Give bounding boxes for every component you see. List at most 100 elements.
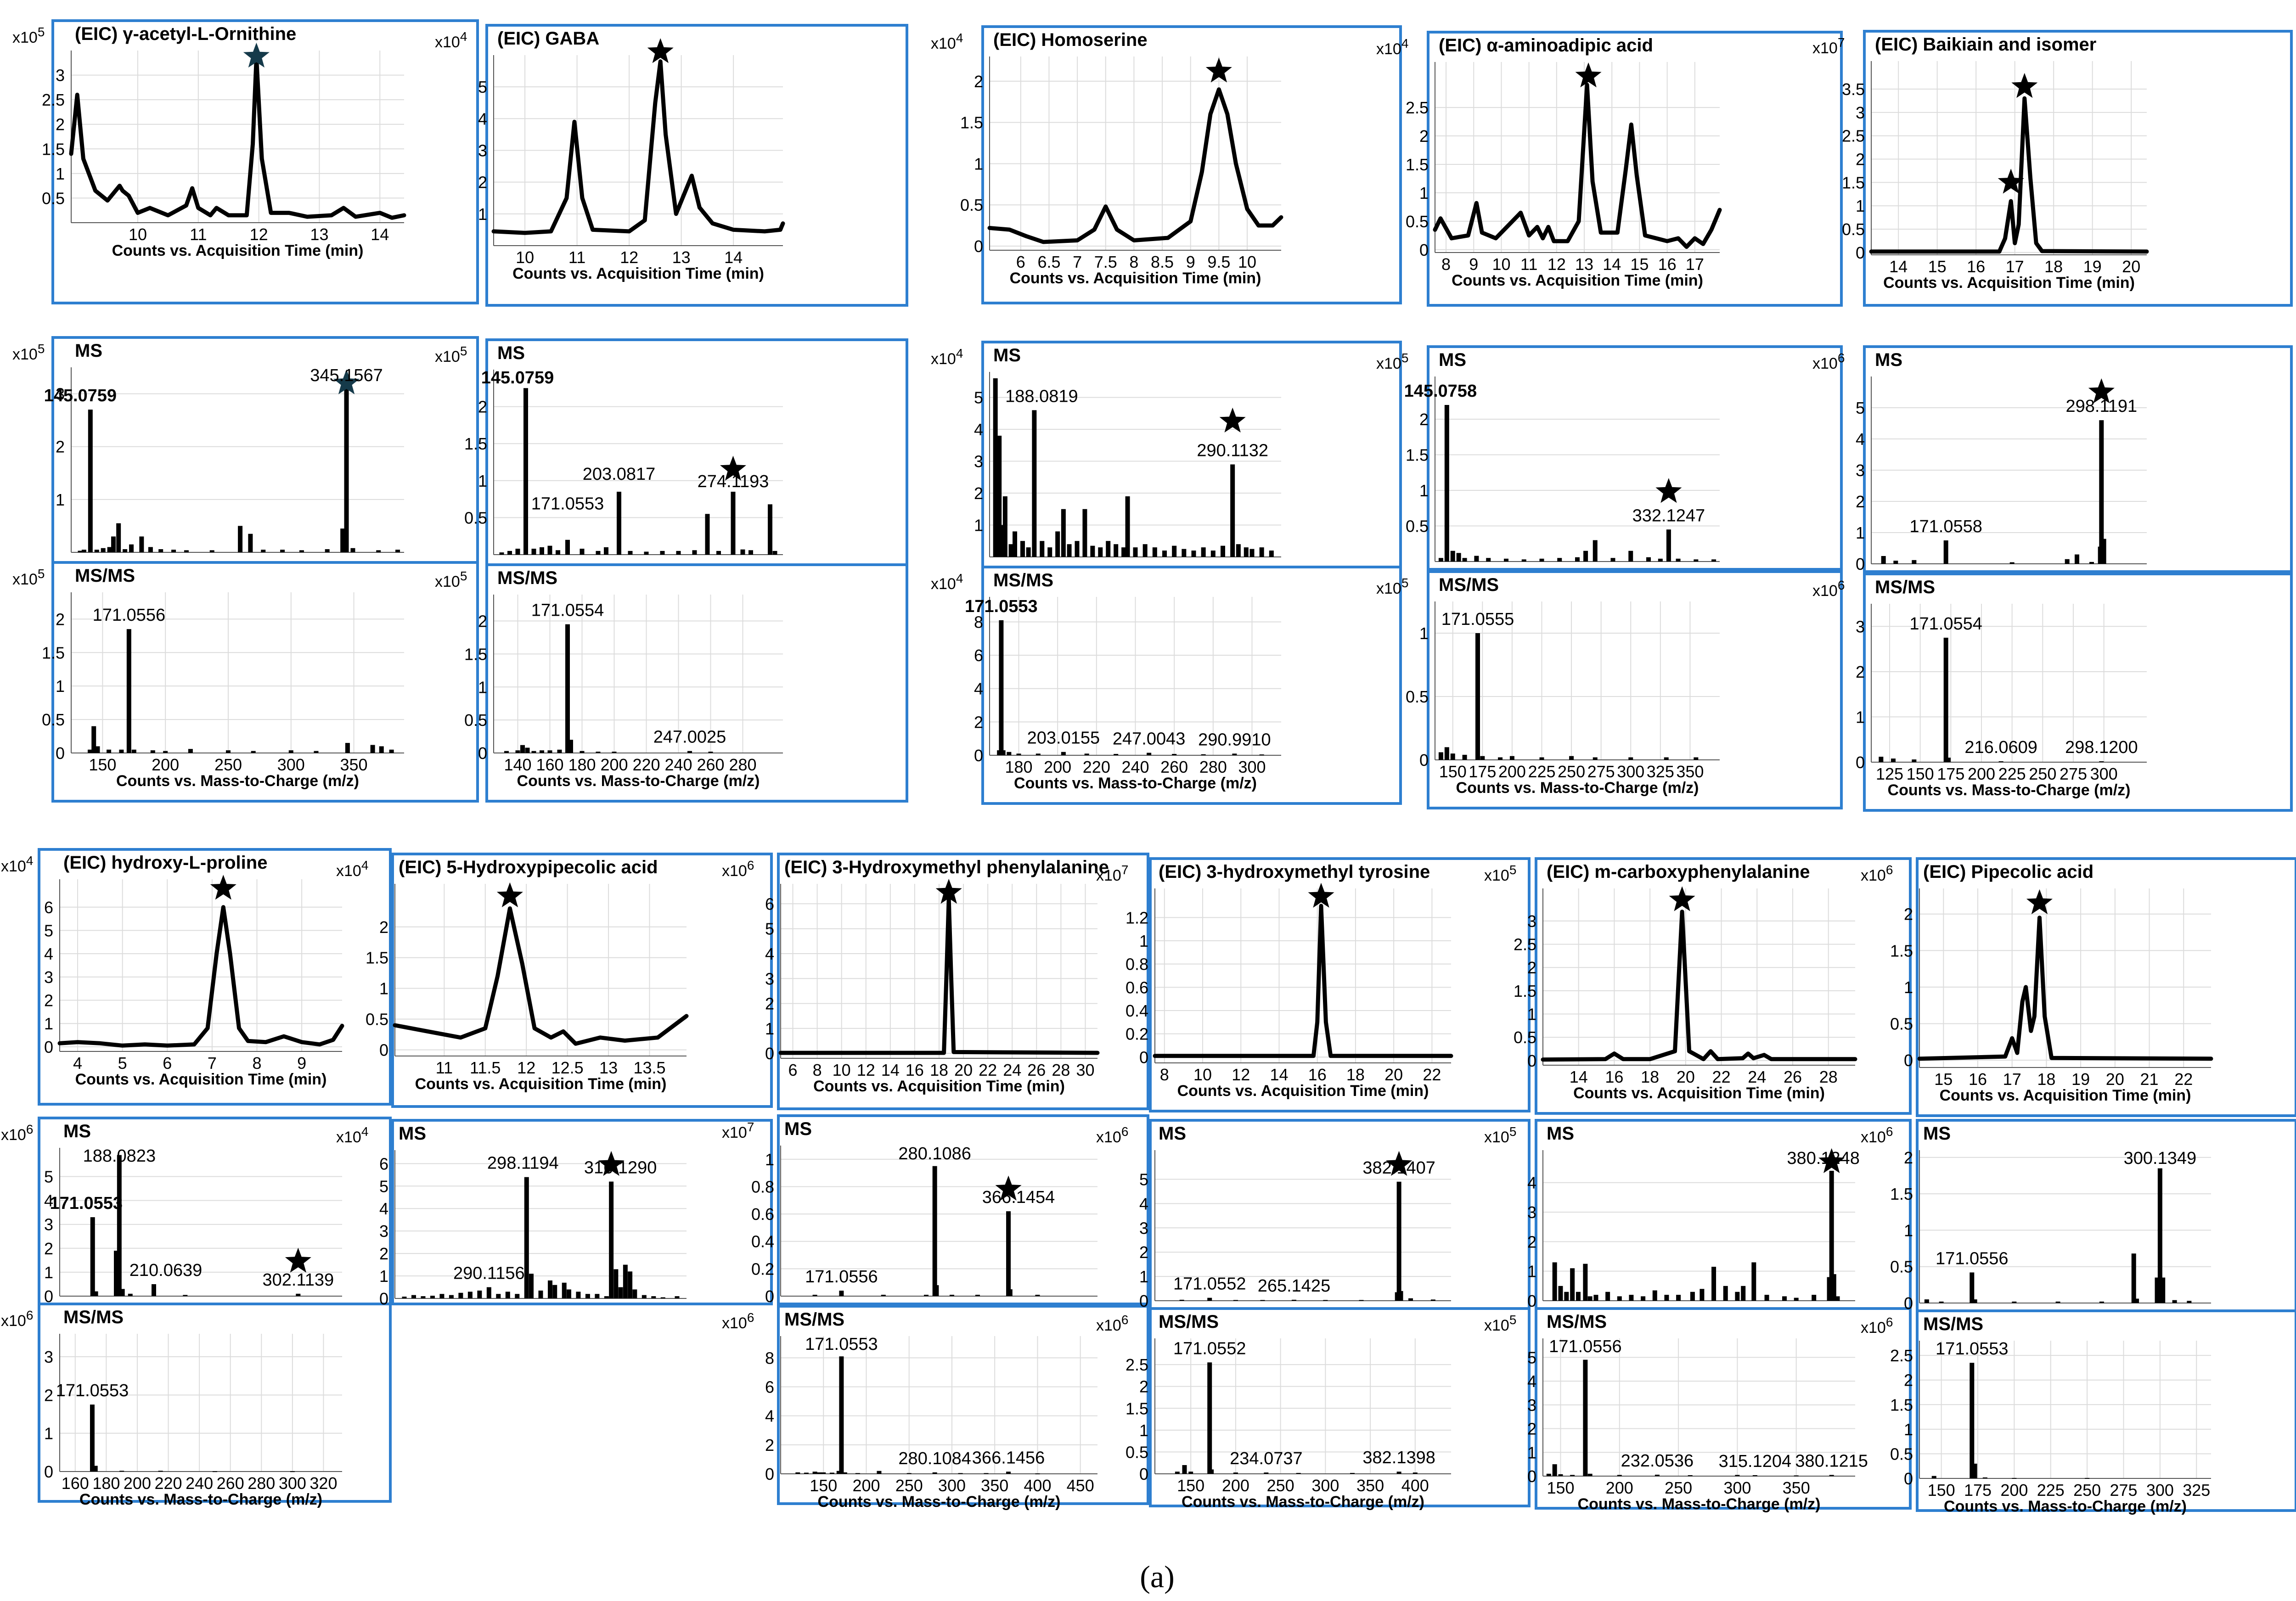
spectrum-peak bbox=[595, 1294, 600, 1298]
peak-mz-label: 380.1215 bbox=[1795, 1451, 1868, 1471]
x-axis-title: Counts vs. Mass-to-Charge (m/z) bbox=[116, 772, 359, 790]
spectrum-peak bbox=[651, 1296, 656, 1298]
chart-p5_eic: (EIC) Baikiain and isomer x107 0 0.5 1 1.5 2 2.… bbox=[1812, 34, 2149, 292]
x-tick-label: 300 bbox=[279, 1474, 306, 1493]
spectrum-peak bbox=[1504, 558, 1508, 562]
chart-title: (EIC) 5-Hydroxypipecolic acid bbox=[399, 857, 658, 877]
chart-title: MS/MS bbox=[497, 568, 557, 588]
spectrum-peak bbox=[2089, 562, 2094, 564]
x-tick-label: 28 bbox=[1052, 1061, 1070, 1079]
x-tick-label: 175 bbox=[1469, 762, 1496, 781]
spectrum-peak bbox=[1794, 1298, 1799, 1301]
spectrum-peak bbox=[290, 1471, 295, 1472]
x-tick-label: 9 bbox=[297, 1054, 306, 1073]
y-tick-label: 1 bbox=[1419, 184, 1429, 202]
spectrum-peak bbox=[997, 435, 1002, 557]
x-tick-label: 260 bbox=[697, 755, 724, 774]
x-tick-label: 450 bbox=[1067, 1476, 1094, 1495]
spectrum-peak bbox=[1055, 531, 1060, 557]
y-tick-label: 2 bbox=[1419, 410, 1429, 429]
exponent-value: 5 bbox=[460, 344, 467, 358]
spectrum-peak bbox=[188, 749, 193, 753]
y-tick-label: 0 bbox=[765, 1044, 774, 1063]
spectrum-peak bbox=[748, 550, 753, 555]
spectrum-peak bbox=[804, 1472, 809, 1474]
y-tick-label: 0 bbox=[1527, 1051, 1536, 1070]
spectrum-peak bbox=[150, 750, 155, 753]
spectrum-peak bbox=[676, 551, 681, 555]
spectrum-peak bbox=[881, 1295, 886, 1296]
spectrum-peak bbox=[612, 752, 617, 753]
spectrum-peak bbox=[932, 1472, 937, 1474]
x-tick-label: 150 bbox=[810, 1476, 837, 1495]
chart-title: (EIC) 3-Hydroxymethyl phenylalanine bbox=[784, 857, 1109, 877]
y-tick-label: 6 bbox=[44, 898, 53, 917]
y-tick-label: 0 bbox=[379, 1289, 388, 1308]
spectrum-peak bbox=[1006, 1211, 1011, 1296]
peak-mz-label: 280.1086 bbox=[898, 1144, 971, 1163]
y-tick-label: 2 bbox=[379, 1244, 388, 1263]
spectrum-peak bbox=[1098, 547, 1103, 557]
spectrum-peak bbox=[1829, 1171, 1834, 1301]
exponent-value: 6 bbox=[747, 1310, 754, 1325]
exponent-value: 5 bbox=[38, 342, 45, 356]
spectrum-peak bbox=[1893, 561, 1898, 564]
spectrum-peak bbox=[101, 548, 106, 552]
spectrum-peak bbox=[568, 740, 573, 753]
y-tick-label: 0 bbox=[1139, 1048, 1148, 1067]
x-tick-label: 20 bbox=[954, 1061, 973, 1079]
y-tick-label: 0.5 bbox=[1842, 220, 1865, 239]
y-tick-label: 4 bbox=[974, 680, 983, 698]
y-tick-label: 1.5 bbox=[1842, 173, 1865, 192]
spectrum-peak bbox=[107, 749, 112, 753]
x-tick-label: 150 bbox=[1907, 764, 1934, 783]
chart-q4_ms: MS x106 0 1 2 3 4 5 382.1407 171.0552 265.1425 bbox=[1096, 1124, 1451, 1310]
x-tick-label: 4 bbox=[73, 1054, 82, 1073]
spectrum-peak bbox=[1172, 754, 1177, 755]
x-tick-label: 8 bbox=[1441, 255, 1451, 274]
spectrum-peak bbox=[1593, 1295, 1598, 1301]
y-tick-label: 0.5 bbox=[1406, 687, 1429, 706]
peak-mz-label: 203.0817 bbox=[583, 465, 656, 484]
y-tick-label: 1 bbox=[44, 1263, 53, 1282]
y-tick-label: 2 bbox=[974, 72, 983, 91]
chart-p4_ms: MS x105 0.5 1 1.5 2 145.0758 332.1247 bbox=[1376, 350, 1720, 562]
spectrum-peak bbox=[1082, 509, 1087, 557]
y-tick-label: 2.5 bbox=[1406, 98, 1429, 117]
panel-frame bbox=[1427, 570, 1843, 809]
spectrum-peak bbox=[78, 551, 83, 552]
spectrum-peak bbox=[1575, 557, 1580, 562]
x-tick-label: 18 bbox=[2044, 257, 2063, 276]
spectrum-peak bbox=[1829, 1475, 1834, 1476]
x-tick-label: 26 bbox=[1784, 1067, 1802, 1086]
y-tick-label: 2 bbox=[1527, 1420, 1536, 1438]
peak-mz-label: 234.0737 bbox=[1230, 1449, 1303, 1468]
x-tick-label: 14 bbox=[1603, 255, 1621, 274]
x-tick-label: 10 bbox=[1238, 253, 1256, 271]
y-tick-label: 1 bbox=[379, 979, 388, 998]
spectrum-peak bbox=[340, 528, 345, 552]
x-tick-label: 20 bbox=[2122, 257, 2140, 276]
y-tick-label: 3 bbox=[1856, 461, 1865, 480]
spectrum-peak bbox=[1412, 1472, 1418, 1474]
spectrum-peak bbox=[772, 551, 777, 555]
spectrum-peak bbox=[1664, 1295, 1669, 1301]
spectrum-peak bbox=[993, 378, 998, 557]
y-tick-label: 0 bbox=[1856, 243, 1865, 262]
spectrum-peak bbox=[1444, 405, 1449, 562]
spectrum-peak bbox=[836, 1471, 841, 1474]
y-tick-label: 1.5 bbox=[960, 113, 983, 132]
x-tick-label: 18 bbox=[930, 1061, 948, 1079]
y-tick-label: 1 bbox=[478, 205, 487, 224]
spectrum-peak bbox=[1398, 1291, 1403, 1301]
y-tick-label: 3.5 bbox=[1842, 80, 1865, 99]
x-tick-label: 8 bbox=[253, 1054, 262, 1073]
chart-title: MS/MS bbox=[1439, 575, 1499, 595]
spectrum-peak bbox=[1162, 551, 1167, 557]
spectrum-peak bbox=[1008, 544, 1013, 557]
y-tick-label: 0 bbox=[765, 1287, 774, 1306]
x-tick-label: 10 bbox=[1193, 1065, 1212, 1084]
spectrum-peak bbox=[2012, 1301, 2017, 1303]
spectrum-peak bbox=[288, 750, 293, 753]
